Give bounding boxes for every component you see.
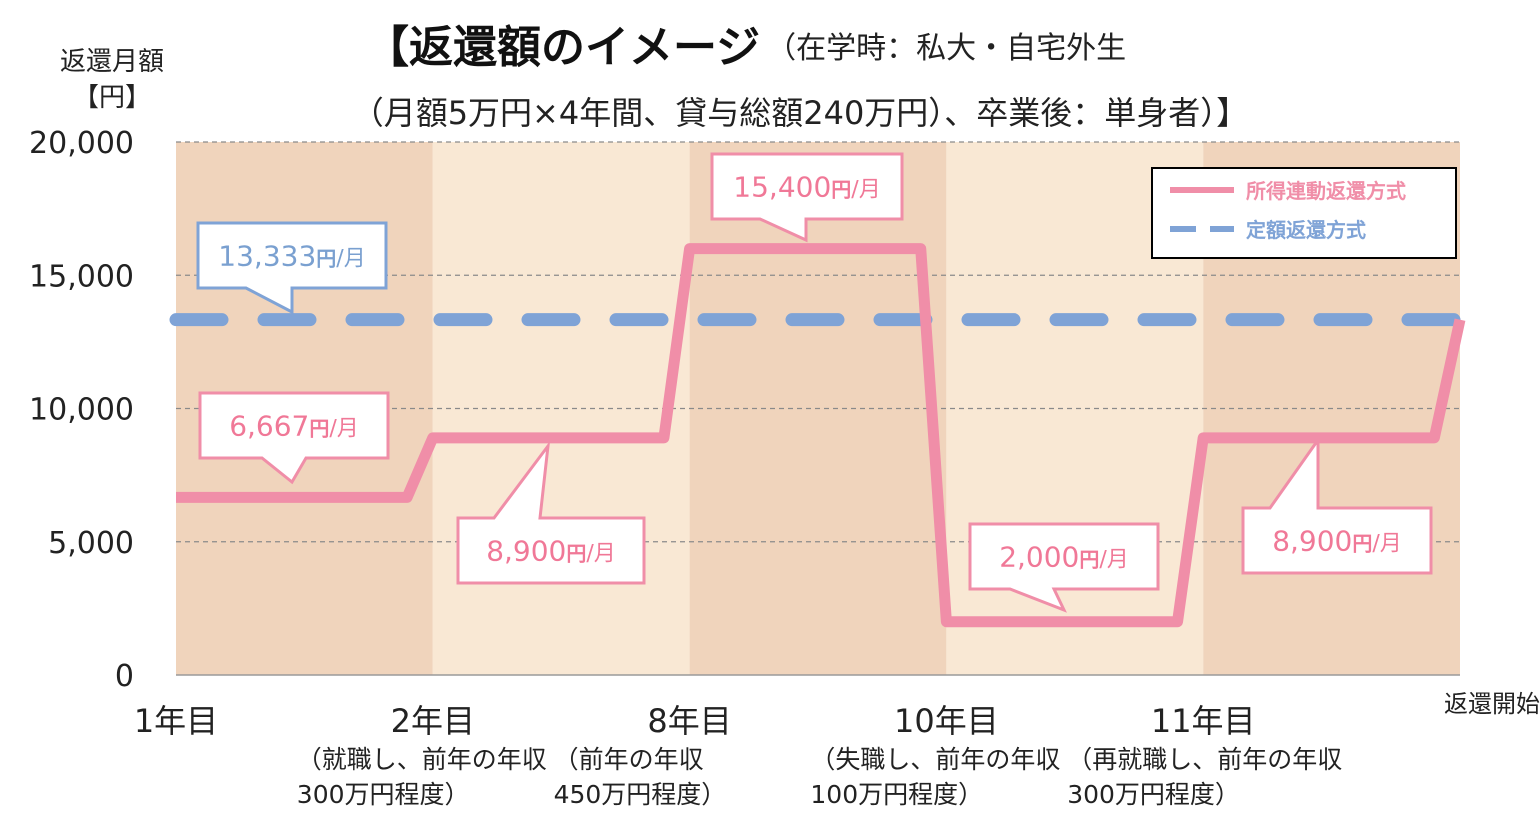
callout-unit: 円 [566,542,586,566]
x-note-line1: （失職し、前年の年収 [810,745,1060,774]
y-tick-label: 10,000 [29,393,134,428]
callout-value-text: 8,900円/月 [1272,525,1402,558]
income-linked-series-line [176,243,1466,628]
callout-per-month: /月 [336,247,365,272]
chart-title-line2: （月額5万円×4年間、貸与総額240万円）、卒業後：単身者）】 [352,94,1249,132]
income-linked-series [176,243,1466,628]
callout-unit: 円 [1352,532,1372,556]
callout-box [198,391,390,485]
callout-box [456,440,646,585]
callout-per-month: /月 [851,178,880,203]
callout-value: 15,400 [733,171,831,204]
legend-label-income: 所得連動返還方式 [1246,179,1406,203]
x-note-line2: 450万円程度） [554,780,727,809]
gridlines [176,141,1460,676]
x-note-line2: 300万円程度） [297,780,470,809]
callout-2: 8,900円/月 [456,440,646,585]
callout-value: 8,900 [486,535,566,568]
callout-4: 2,000円/月 [968,522,1160,613]
x-tick-label: 2年目 [391,702,475,740]
y-tick-labels: 0 5,000 10,000 15,000 20,000 [29,126,134,694]
x-note-line1: （就職し、前年の年収 [297,745,547,774]
y-tick-label: 5,000 [48,526,134,561]
legend-label-fixed: 定額返還方式 [1246,218,1366,242]
y-tick-label: 0 [115,659,134,694]
callout-value: 2,000 [999,541,1079,574]
x-note-line1: （前年の年収 [554,745,704,774]
callout-value: 13,333 [218,240,316,273]
callout-box [1241,435,1433,575]
callout-6: 13,333円/月 [196,221,388,315]
x-end-label: 返還開始 [1444,690,1540,718]
chart-title-sub: （在学時：私大・自宅外生 [766,31,1126,66]
callout-value-text: 6,667円/月 [229,410,359,443]
callout-per-month: /月 [329,417,358,442]
callout-box [968,522,1160,613]
callout-unit: 円 [1079,548,1099,572]
callout-per-month: /月 [1099,548,1128,573]
callout-unit: 円 [831,178,851,202]
band-2 [432,142,690,675]
callout-3: 15,400円/月 [710,152,904,243]
x-note-line2: 300万円程度） [1067,780,1240,809]
callout-per-month: /月 [586,542,615,567]
y-axis-label-line2: 【円】 [73,83,151,113]
y-axis-label-line1: 返還月額 [60,47,164,77]
callout-value: 8,900 [1272,525,1352,558]
chart-title-main: 【返還額のイメージ [365,22,760,73]
callout-value-text: 15,400円/月 [733,171,880,204]
callout-unit: 円 [309,417,329,441]
callout-value-text: 13,333円/月 [218,240,365,273]
x-tick-label: 11年目 [1151,702,1256,740]
callout-5: 8,900円/月 [1241,435,1433,575]
callout-box [196,221,388,315]
legend-box [1151,167,1457,259]
callout-unit: 円 [316,247,336,271]
y-tick-label: 15,000 [29,259,134,294]
x-tick-labels: 1年目 2年目 （就職し、前年の年収 300万円程度） 8年目 （前年の年収 450万円程度… [134,702,1342,809]
callout-per-month: /月 [1372,532,1401,557]
value-callouts: 6,667円/月8,900円/月15,400円/月2,000円/月8,900円/… [196,152,1433,613]
x-note-line2: 100万円程度） [810,780,983,809]
callout-value: 6,667 [229,410,309,443]
x-tick-label: 1年目 [134,702,218,740]
x-note-line1: （再就職し、前年の年収 [1067,745,1342,774]
x-tick-label: 10年目 [894,702,999,740]
x-tick-label: 8年目 [647,702,731,740]
callout-value-text: 2,000円/月 [999,541,1129,574]
callout-value-text: 8,900円/月 [486,535,616,568]
callout-1: 6,667円/月 [198,391,390,485]
y-tick-label: 20,000 [29,126,134,161]
callout-box [710,152,904,243]
